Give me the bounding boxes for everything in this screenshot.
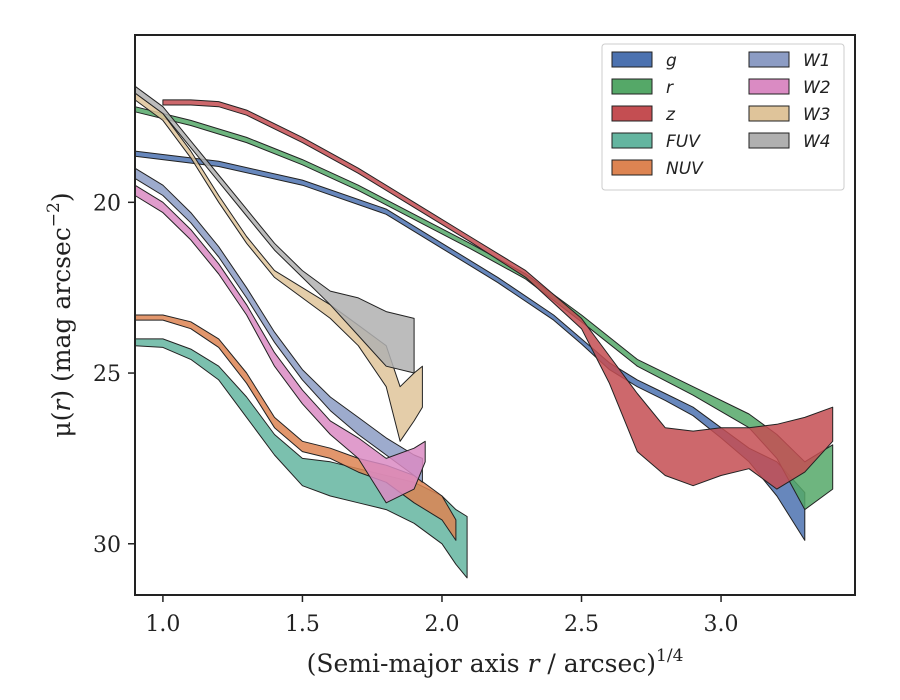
band-r bbox=[134, 106, 834, 511]
legend-swatch-fuv bbox=[611, 132, 653, 149]
band-fuv bbox=[134, 338, 468, 579]
series-bands bbox=[134, 85, 834, 579]
band-w4 bbox=[134, 85, 415, 374]
legend-label-w4: W4 bbox=[803, 132, 831, 152]
legend-label-nuv: NUV bbox=[666, 159, 704, 179]
band-nuv bbox=[134, 314, 457, 541]
legend-swatch-nuv bbox=[611, 159, 653, 176]
band-w2 bbox=[134, 184, 426, 504]
legend-label-z: z bbox=[665, 105, 676, 125]
x-axis-title: (Semi-major axis r / arcsec)1/4 bbox=[307, 646, 684, 678]
legend-swatch-w4 bbox=[748, 132, 790, 149]
legend-label-r: r bbox=[666, 78, 674, 98]
y-axis: 20 25 30 bbox=[93, 191, 135, 558]
band-w3 bbox=[134, 92, 423, 442]
band-w1 bbox=[134, 167, 423, 483]
x-tick-label: 3.0 bbox=[704, 612, 739, 637]
band-z bbox=[162, 99, 834, 490]
y-tick-label: 30 bbox=[93, 533, 121, 558]
legend-swatch-r bbox=[611, 78, 653, 95]
y-tick-label: 25 bbox=[93, 362, 121, 387]
legend-label-g: g bbox=[666, 51, 677, 71]
legend-label-fuv: FUV bbox=[666, 132, 701, 152]
y-axis-title: μ(r) (mag arcsec−2) bbox=[44, 192, 76, 437]
x-axis: 1.0 1.5 2.0 2.5 3.0 bbox=[145, 595, 739, 637]
legend-swatch-w3 bbox=[748, 105, 790, 122]
legend-label-w1: W1 bbox=[803, 51, 831, 71]
legend-swatch-w2 bbox=[748, 78, 790, 95]
legend-label-w3: W3 bbox=[803, 105, 831, 125]
y-tick-label: 20 bbox=[93, 191, 121, 216]
x-tick-label: 2.0 bbox=[424, 612, 459, 637]
x-tick-label: 1.0 bbox=[145, 612, 180, 637]
legend-swatch-z bbox=[611, 105, 653, 122]
legend-swatch-w1 bbox=[748, 51, 790, 68]
x-tick-label: 1.5 bbox=[285, 612, 320, 637]
legend-swatch-g bbox=[611, 51, 653, 68]
legend-items: grz FUV NUV W1 W2 W3 W4 bbox=[611, 51, 831, 179]
plot-frame bbox=[134, 34, 856, 596]
legend-label-w2: W2 bbox=[803, 78, 831, 98]
x-tick-label: 2.5 bbox=[564, 612, 599, 637]
band-g bbox=[134, 150, 806, 541]
legend: grz FUV NUV W1 W2 W3 W4 bbox=[601, 43, 845, 191]
